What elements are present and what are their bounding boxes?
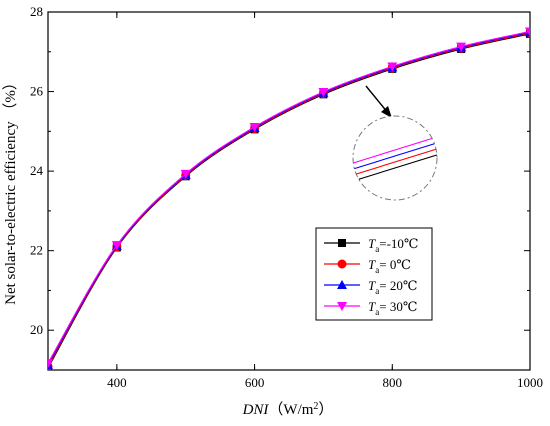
x-tick-label: 1000 — [517, 375, 543, 390]
legend-label: Ta= 0℃ — [368, 257, 411, 275]
plot-frame — [47, 11, 531, 371]
y-tick-label: 22 — [30, 243, 43, 258]
x-axis-ticks: 400 600 800 1000 — [107, 12, 543, 390]
series-3 — [48, 27, 530, 369]
series-2 — [48, 27, 530, 369]
y-axis-ticks: 20 22 24 26 28 — [30, 4, 530, 337]
x-axis-title: DNI（W/m2） — [242, 401, 334, 418]
data-point — [387, 62, 398, 72]
data-point — [249, 122, 260, 132]
legend-marker — [337, 302, 347, 311]
series-line — [48, 32, 530, 367]
zoom-inset — [352, 115, 438, 201]
legend-label: Ta=-10℃ — [368, 236, 418, 254]
legend-marker — [337, 280, 347, 289]
legend-item: Ta= 30℃ — [324, 299, 417, 317]
legend-marker — [338, 239, 346, 247]
data-point — [456, 42, 467, 52]
series-line — [48, 31, 530, 366]
inset-line — [353, 135, 437, 165]
y-tick-label: 28 — [30, 4, 43, 19]
legend-marker — [337, 259, 347, 269]
series-line — [48, 33, 530, 369]
x-tick-label: 400 — [107, 375, 127, 390]
series-line — [48, 30, 530, 364]
legend-label: Ta= 30℃ — [368, 299, 417, 317]
inset-line — [353, 141, 437, 171]
x-tick-label: 800 — [383, 375, 403, 390]
data-point — [525, 27, 530, 37]
y-tick-label: 24 — [30, 163, 44, 178]
y-tick-label: 26 — [30, 84, 44, 99]
series-1 — [48, 28, 530, 370]
data-point — [318, 87, 329, 97]
y-axis-title: Net solar-to-electric efficiency （%） — [2, 75, 19, 305]
legend-item: Ta=-10℃ — [324, 236, 418, 254]
inset-line — [353, 153, 437, 183]
inset-line — [353, 147, 437, 177]
series-layer — [48, 27, 530, 370]
legend-label: Ta= 20℃ — [368, 278, 417, 296]
data-point — [180, 169, 191, 179]
series-0 — [48, 29, 530, 370]
y-tick-label: 20 — [30, 322, 43, 337]
zoom-arrow — [365, 85, 392, 118]
legend: Ta=-10℃ Ta= 0℃ Ta= 20℃ Ta= 30℃ — [315, 227, 433, 321]
x-tick-label: 600 — [245, 375, 265, 390]
data-point — [111, 241, 122, 251]
data-point — [48, 359, 53, 369]
legend-item: Ta= 0℃ — [324, 257, 411, 275]
legend-item: Ta= 20℃ — [324, 278, 417, 296]
